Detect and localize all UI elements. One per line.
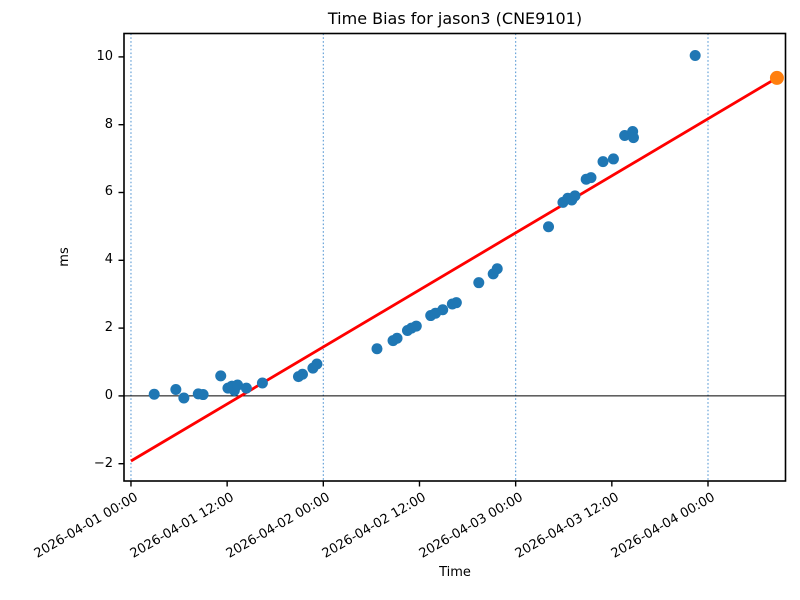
data-point bbox=[197, 389, 209, 401]
data-point bbox=[597, 156, 609, 168]
data-point bbox=[410, 320, 422, 332]
plot-border bbox=[123, 32, 787, 482]
data-point bbox=[450, 297, 462, 309]
y-tick-label: 2 bbox=[104, 320, 113, 336]
data-point bbox=[178, 392, 190, 404]
data-point bbox=[371, 343, 383, 355]
y-tick-label: 0 bbox=[104, 387, 113, 403]
data-point bbox=[627, 132, 639, 144]
highlight-point bbox=[769, 70, 784, 85]
data-point bbox=[215, 370, 227, 382]
data-point bbox=[311, 358, 323, 370]
data-point bbox=[240, 382, 252, 394]
y-tick-label: 8 bbox=[104, 116, 113, 132]
data-point bbox=[689, 50, 701, 62]
data-point bbox=[473, 277, 485, 289]
y-tick-label: −2 bbox=[93, 455, 113, 471]
data-point bbox=[543, 221, 555, 233]
chart-title: Time Bias for jason3 (CNE9101) bbox=[327, 9, 583, 28]
x-axis-label: Time bbox=[439, 565, 471, 580]
data-point bbox=[148, 388, 160, 400]
y-tick-label: 10 bbox=[96, 48, 113, 64]
y-tick-label: 4 bbox=[104, 252, 113, 268]
trend-line bbox=[130, 76, 778, 463]
data-point bbox=[256, 377, 268, 389]
data-point bbox=[170, 383, 182, 395]
data-point bbox=[296, 368, 308, 380]
data-point bbox=[585, 172, 597, 184]
data-point bbox=[491, 263, 503, 275]
data-point bbox=[437, 304, 449, 316]
data-point bbox=[607, 153, 619, 165]
data-point bbox=[569, 190, 581, 202]
y-tick-label: 6 bbox=[104, 184, 113, 200]
data-point bbox=[232, 379, 244, 391]
data-point bbox=[391, 332, 403, 344]
